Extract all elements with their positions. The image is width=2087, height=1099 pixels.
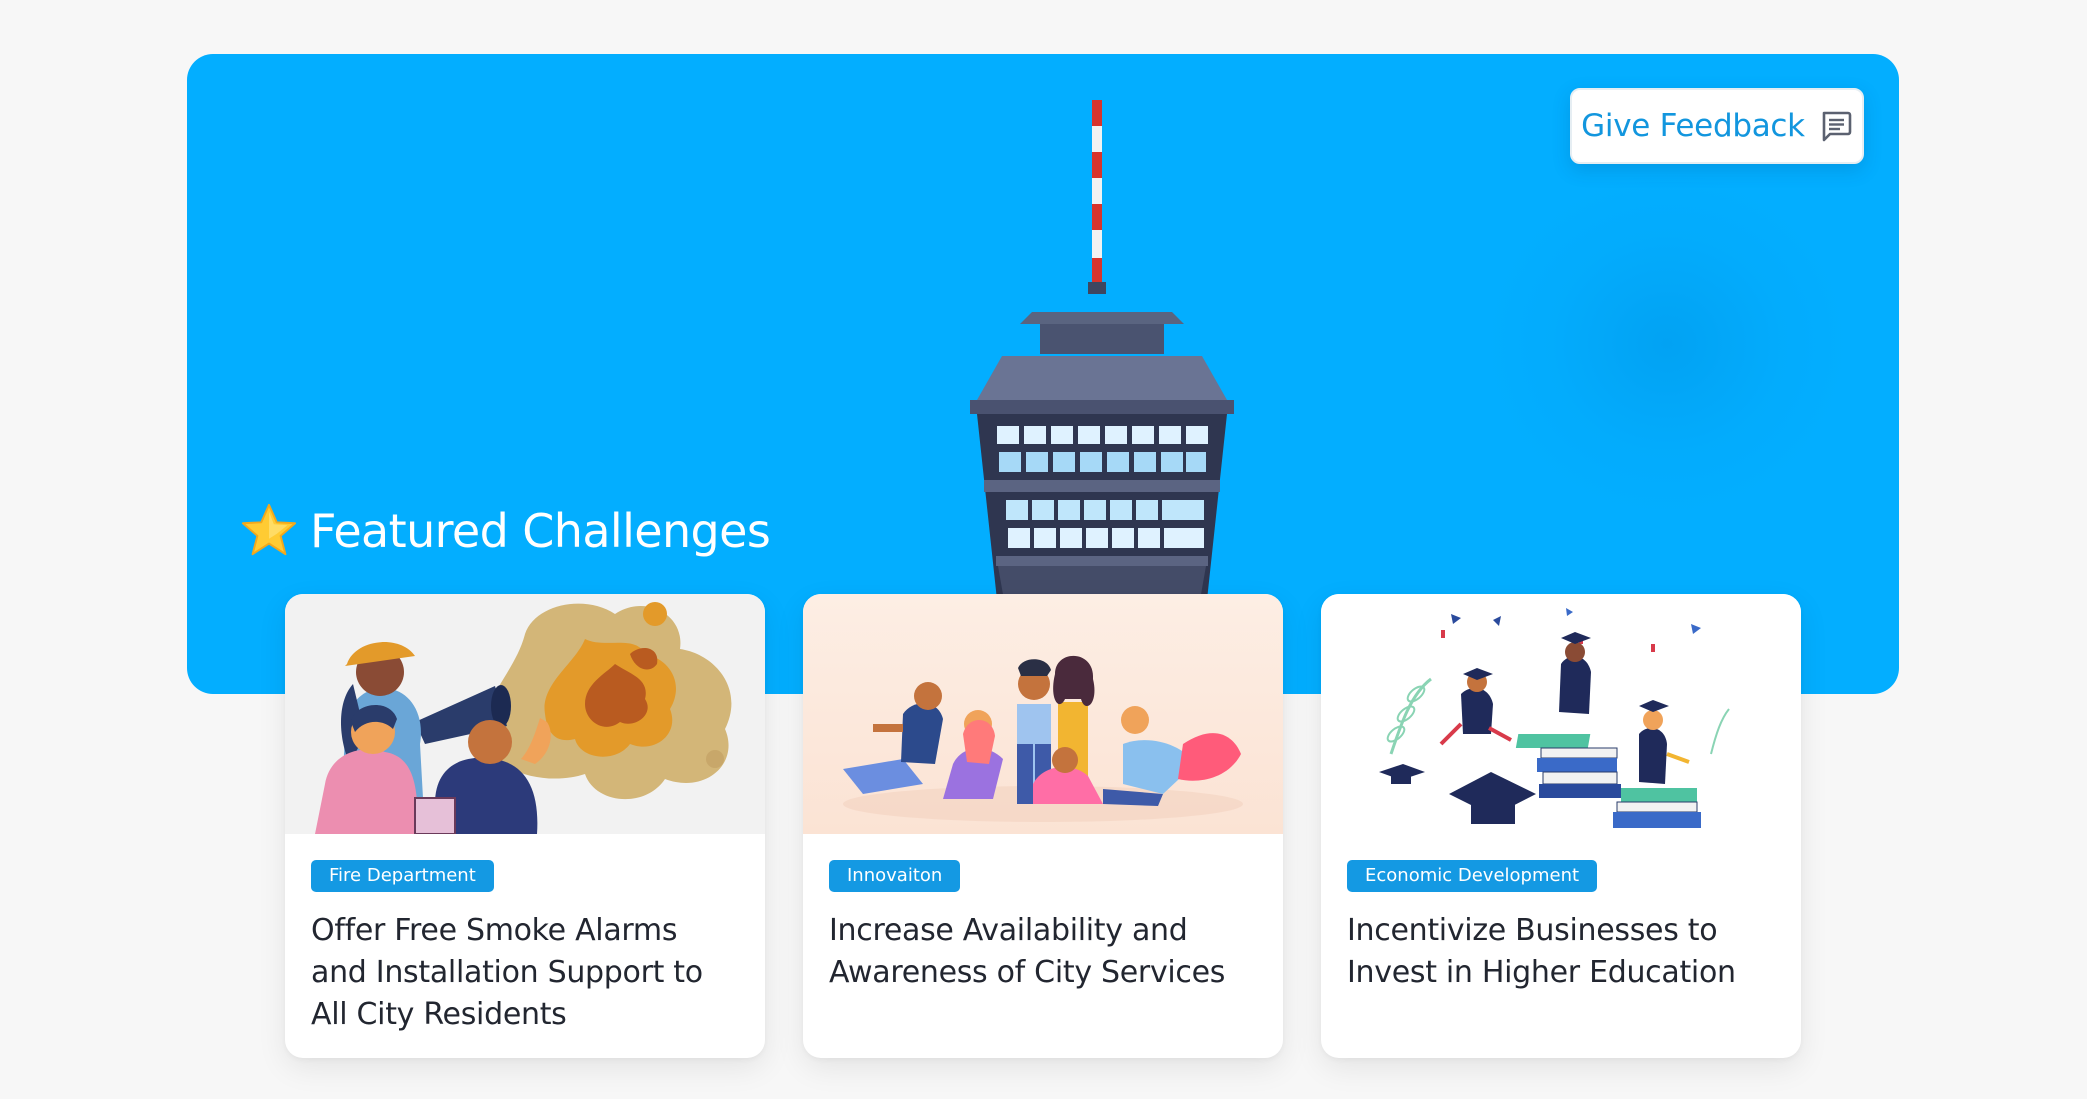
challenge-title[interactable]: Increase Availability and Awareness of C… — [829, 913, 1226, 990]
section-title: Featured Challenges — [240, 498, 771, 564]
challenge-card-fire[interactable]: Fire Department Offer Free Smoke Alarms … — [285, 594, 765, 1058]
give-feedback-button[interactable]: Give Feedback — [1570, 88, 1864, 164]
department-badge: Economic Development — [1347, 860, 1598, 892]
hero-glow — [1487, 174, 1847, 514]
department-badge: Innovaiton — [829, 860, 961, 892]
challenge-title[interactable]: Incentivize Businesses to Invest in High… — [1347, 913, 1736, 990]
department-badge: Fire Department — [311, 860, 494, 892]
firefighters-illustration — [285, 594, 765, 834]
graduation-illustration — [1321, 594, 1801, 834]
observation-tower-icon — [970, 100, 1234, 694]
challenge-title[interactable]: Offer Free Smoke Alarms and Installation… — [311, 913, 703, 1032]
give-feedback-label: Give Feedback — [1581, 108, 1805, 144]
section-title-text: Featured Challenges — [310, 504, 771, 558]
challenge-card-innovation[interactable]: Innovaiton Increase Availability and Awa… — [803, 594, 1283, 1058]
chat-message-icon — [1822, 111, 1852, 142]
star-icon — [241, 503, 297, 556]
challenge-card-economic[interactable]: Economic Development Incentivize Busines… — [1321, 594, 1801, 1058]
community-group-illustration — [803, 594, 1283, 834]
